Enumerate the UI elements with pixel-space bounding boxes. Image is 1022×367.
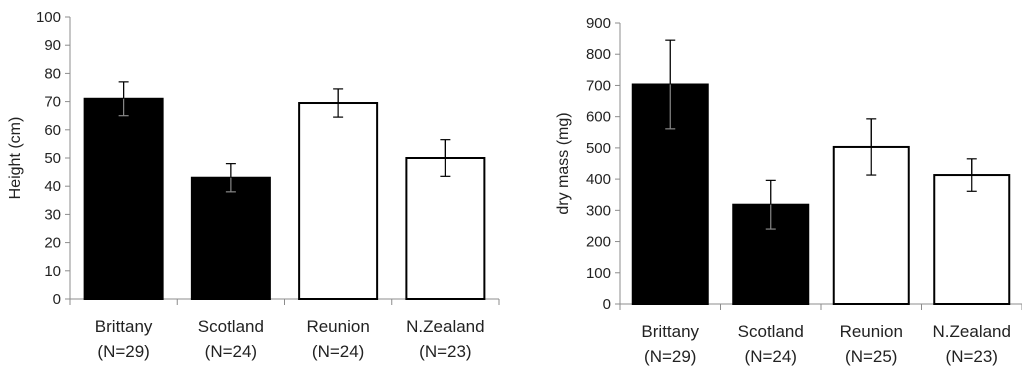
y-tick-label: 600 bbox=[586, 109, 611, 126]
x-category-label: Scotland bbox=[198, 317, 264, 336]
y-tick-label: 800 bbox=[586, 46, 611, 63]
y-tick-label: 50 bbox=[44, 150, 61, 167]
bar bbox=[83, 97, 164, 300]
y-tick-label: 100 bbox=[586, 265, 611, 282]
y-axis-label: Height (cm) bbox=[7, 117, 24, 200]
x-category-label: Brittany bbox=[95, 317, 153, 336]
x-category-label: Scotland bbox=[738, 322, 804, 341]
x-category-label: Brittany bbox=[641, 322, 699, 341]
x-category-label: Reunion bbox=[840, 322, 903, 341]
x-category-label: Reunion bbox=[306, 317, 369, 336]
y-tick-label: 20 bbox=[44, 235, 61, 252]
y-tick-label: 200 bbox=[586, 234, 611, 251]
x-category-n-label: (N=24) bbox=[205, 342, 257, 361]
x-category-n-label: (N=24) bbox=[312, 342, 364, 361]
x-category-n-label: (N=24) bbox=[745, 347, 797, 366]
y-tick-label: 90 bbox=[44, 37, 61, 54]
y-tick-label: 30 bbox=[44, 206, 61, 223]
y-tick-label: 0 bbox=[603, 296, 611, 313]
x-category-n-label: (N=25) bbox=[845, 347, 897, 366]
x-category-n-label: (N=23) bbox=[419, 342, 471, 361]
x-category-n-label: (N=29) bbox=[644, 347, 696, 366]
bar bbox=[190, 176, 271, 301]
y-tick-label: 900 bbox=[586, 15, 611, 32]
x-category-n-label: (N=29) bbox=[97, 342, 149, 361]
y-tick-label: 40 bbox=[44, 178, 61, 195]
y-tick-label: 70 bbox=[44, 94, 61, 111]
y-tick-label: 0 bbox=[53, 291, 61, 308]
y-tick-label: 500 bbox=[586, 140, 611, 157]
y-tick-label: 100 bbox=[36, 9, 61, 26]
dry-mass-chart: 0 100 200 300 400 500 600 700 800 900 dry mass (mg… bbox=[555, 15, 1022, 366]
bar bbox=[298, 102, 379, 301]
y-tick-label: 10 bbox=[44, 263, 61, 280]
bar bbox=[405, 157, 486, 300]
y-tick-label: 300 bbox=[586, 202, 611, 219]
x-category-label: N.Zealand bbox=[406, 317, 484, 336]
bar bbox=[933, 174, 1011, 305]
y-tick-label: 400 bbox=[586, 171, 611, 188]
y-tick-label: 60 bbox=[44, 122, 61, 139]
x-category-n-label: (N=23) bbox=[946, 347, 998, 366]
x-category-label: N.Zealand bbox=[933, 322, 1011, 341]
height-chart: 0 10 20 30 40 50 60 70 80 90 100 Height (cm) Brittan… bbox=[7, 9, 500, 361]
y-axis-label: dry mass (mg) bbox=[555, 112, 572, 214]
y-tick-label: 80 bbox=[44, 65, 61, 82]
y-tick-label: 700 bbox=[586, 77, 611, 94]
